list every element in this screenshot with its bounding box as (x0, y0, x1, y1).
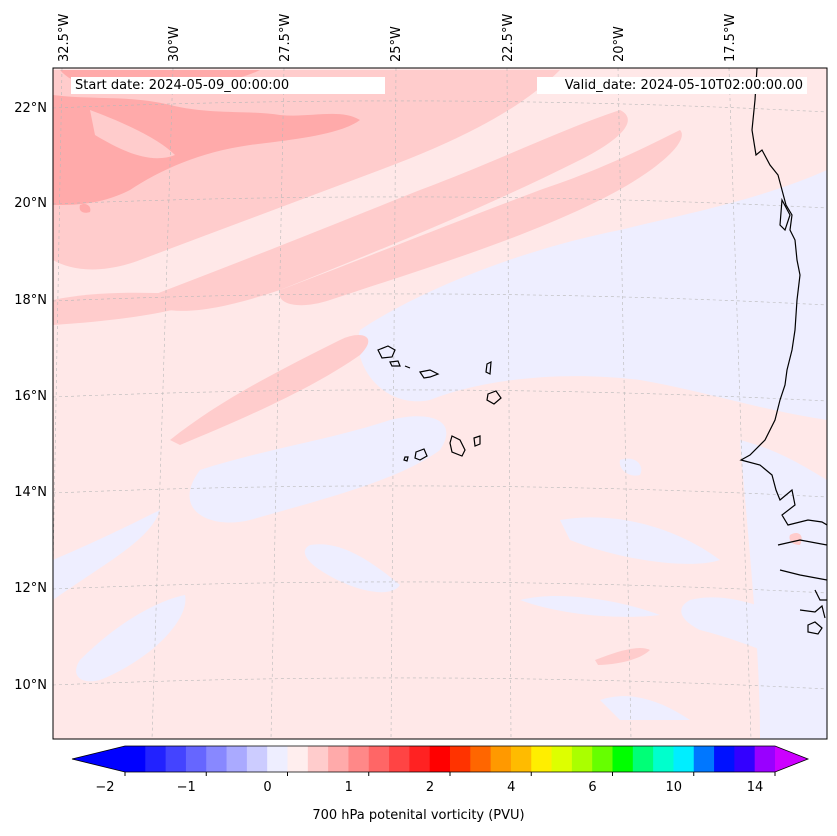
colorbar-cell (409, 746, 431, 772)
longitude-labels: 32.5°W 30°W 27.5°W 25°W 22.5°W 20°W 17.5… (57, 14, 738, 62)
colorbar-cell (754, 746, 776, 772)
start-date-text: Start date: 2024-05-09_00:00:00 (75, 78, 290, 93)
lat-label: 12°N (14, 581, 47, 596)
lon-label: 32.5°W (57, 14, 72, 62)
colorbar-cell (348, 746, 370, 772)
pv-field (53, 68, 827, 739)
colorbar-cell (226, 746, 248, 772)
colorbar-cell (206, 746, 228, 772)
colorbar-tick-label: −2 (95, 780, 114, 795)
colorbar-tick-label: 4 (507, 780, 515, 795)
lat-label: 10°N (14, 678, 47, 693)
colorbar-cell (714, 746, 735, 772)
colorbar-tick-label: 10 (665, 780, 682, 795)
lat-label: 16°N (14, 389, 47, 404)
valid-date-box: Valid_date: 2024-05-10T02:00:00.00 (537, 77, 807, 94)
colorbar-cell (389, 746, 410, 772)
colorbar-cell (450, 746, 471, 772)
island-santo-antao (377, 345, 396, 359)
colorbar-cell (673, 746, 695, 772)
colorbar-cell (510, 746, 532, 772)
colorbar-tick-label: −1 (177, 780, 196, 795)
island-sao-vicente (389, 360, 401, 367)
colorbar-cell (267, 746, 288, 772)
lat-label: 22°N (14, 101, 47, 116)
map-frame (52, 67, 828, 740)
island-sal (485, 360, 492, 375)
colorbar-cell (185, 746, 207, 772)
colorbar-cell (653, 746, 674, 772)
lat-label: 14°N (14, 485, 47, 500)
colorbar-tick-label: 0 (263, 780, 271, 795)
colorbar-ticks: −2 −1 0 1 2 4 6 10 14 (95, 772, 776, 795)
valid-date-text: Valid_date: 2024-05-10T02:00:00.00 (564, 78, 803, 93)
island-fogo (414, 448, 428, 461)
colorbar-cell (470, 746, 492, 772)
colorbar-tick-label: 1 (345, 780, 353, 795)
colorbar-cell (368, 746, 390, 772)
colorbar-cell (571, 746, 593, 772)
colorbar-cell (429, 746, 451, 772)
colorbar-extend-low (72, 746, 125, 772)
colorbar: −2 −1 0 1 2 4 6 10 14 (71, 745, 810, 795)
island-sao-nicolau (419, 369, 440, 379)
colorbar-cell (531, 746, 553, 772)
colorbar-tick-label: 2 (426, 780, 434, 795)
lon-label: 27.5°W (278, 14, 293, 62)
island-santa-luzia (404, 365, 411, 369)
colorbar-label: 700 hPa potenital vorticity (PVU) (312, 808, 525, 823)
colorbar-cell (490, 746, 512, 772)
colorbar-cell (307, 746, 329, 772)
lat-lon-grid (53, 68, 827, 739)
lon-label: 17.5°W (723, 14, 738, 62)
start-date-box: Start date: 2024-05-09_00:00:00 (71, 77, 385, 94)
colorbar-cells (71, 745, 810, 773)
coastline (739, 68, 827, 635)
island-brava (403, 456, 409, 462)
lon-label: 20°W (612, 26, 627, 62)
lon-label: 25°W (389, 26, 404, 62)
cape-verde-islands (377, 345, 502, 462)
latitude-labels: 22°N 20°N 18°N 16°N 14°N 12°N 10°N (14, 101, 47, 693)
lat-label: 20°N (14, 196, 47, 211)
lon-label: 30°W (167, 26, 182, 62)
lon-label: 22.5°W (501, 14, 516, 62)
colorbar-cell (551, 746, 573, 772)
island-maio (473, 435, 481, 447)
colorbar-cell (612, 746, 634, 772)
colorbar-cell (125, 746, 146, 772)
colorbar-cell (165, 746, 187, 772)
colorbar-cell (287, 746, 309, 772)
colorbar-cell (246, 746, 268, 772)
colorbar-cell (145, 746, 167, 772)
lat-label: 18°N (14, 293, 47, 308)
colorbar-cell (734, 746, 756, 772)
low-pv-regions (53, 170, 827, 739)
colorbar-tick-label: 6 (588, 780, 596, 795)
colorbar-cell (328, 746, 349, 772)
island-santiago (449, 435, 466, 457)
island-boa-vista (486, 390, 502, 405)
colorbar-extend-high (775, 746, 808, 772)
colorbar-cell (693, 746, 715, 772)
colorbar-cell (592, 746, 613, 772)
colorbar-cell (632, 746, 654, 772)
colorbar-tick-label: 14 (747, 780, 764, 795)
